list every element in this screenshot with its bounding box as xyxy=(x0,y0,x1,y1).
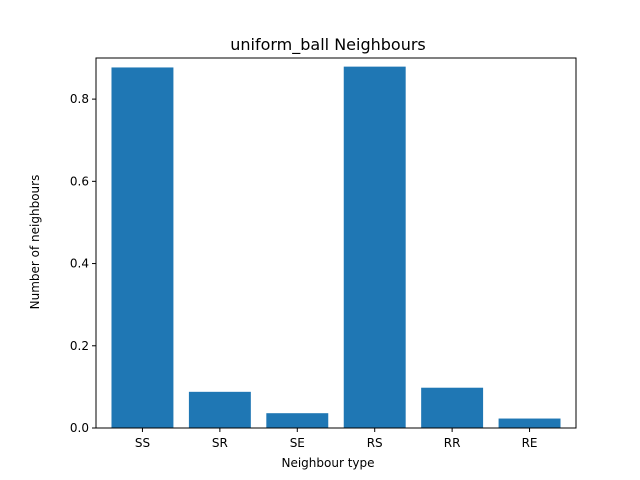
x-tick-label-rs: RS xyxy=(367,436,383,450)
chart-title: uniform_ball Neighbours xyxy=(230,35,426,55)
bar-re xyxy=(498,418,561,428)
x-tick-label-se: SE xyxy=(290,436,305,450)
y-tick-label-1: 0.2 xyxy=(70,339,89,353)
x-tick-label-re: RE xyxy=(522,436,538,450)
bars-layer xyxy=(111,66,561,428)
x-tick-label-sr: SR xyxy=(212,436,228,450)
bar-ss xyxy=(111,67,174,428)
bar-sr xyxy=(188,391,251,428)
axes-layer: SS SR SE RS RR RE 0.0 0.2 0.4 0.6 0.8 xyxy=(70,57,577,450)
y-axis-label: Number of neighbours xyxy=(28,175,42,310)
y-tick-label-4: 0.8 xyxy=(70,92,89,106)
x-axis-label: Neighbour type xyxy=(281,456,374,470)
bar-rs xyxy=(343,66,406,428)
bar-rr xyxy=(421,387,484,428)
y-tick-label-0: 0.0 xyxy=(70,421,89,435)
x-tick-label-ss: SS xyxy=(135,436,150,450)
bar-se xyxy=(266,413,329,428)
x-tick-label-rr: RR xyxy=(444,436,461,450)
y-tick-label-3: 0.6 xyxy=(70,174,89,188)
y-tick-label-2: 0.4 xyxy=(70,257,89,271)
plot-frame xyxy=(95,57,577,429)
